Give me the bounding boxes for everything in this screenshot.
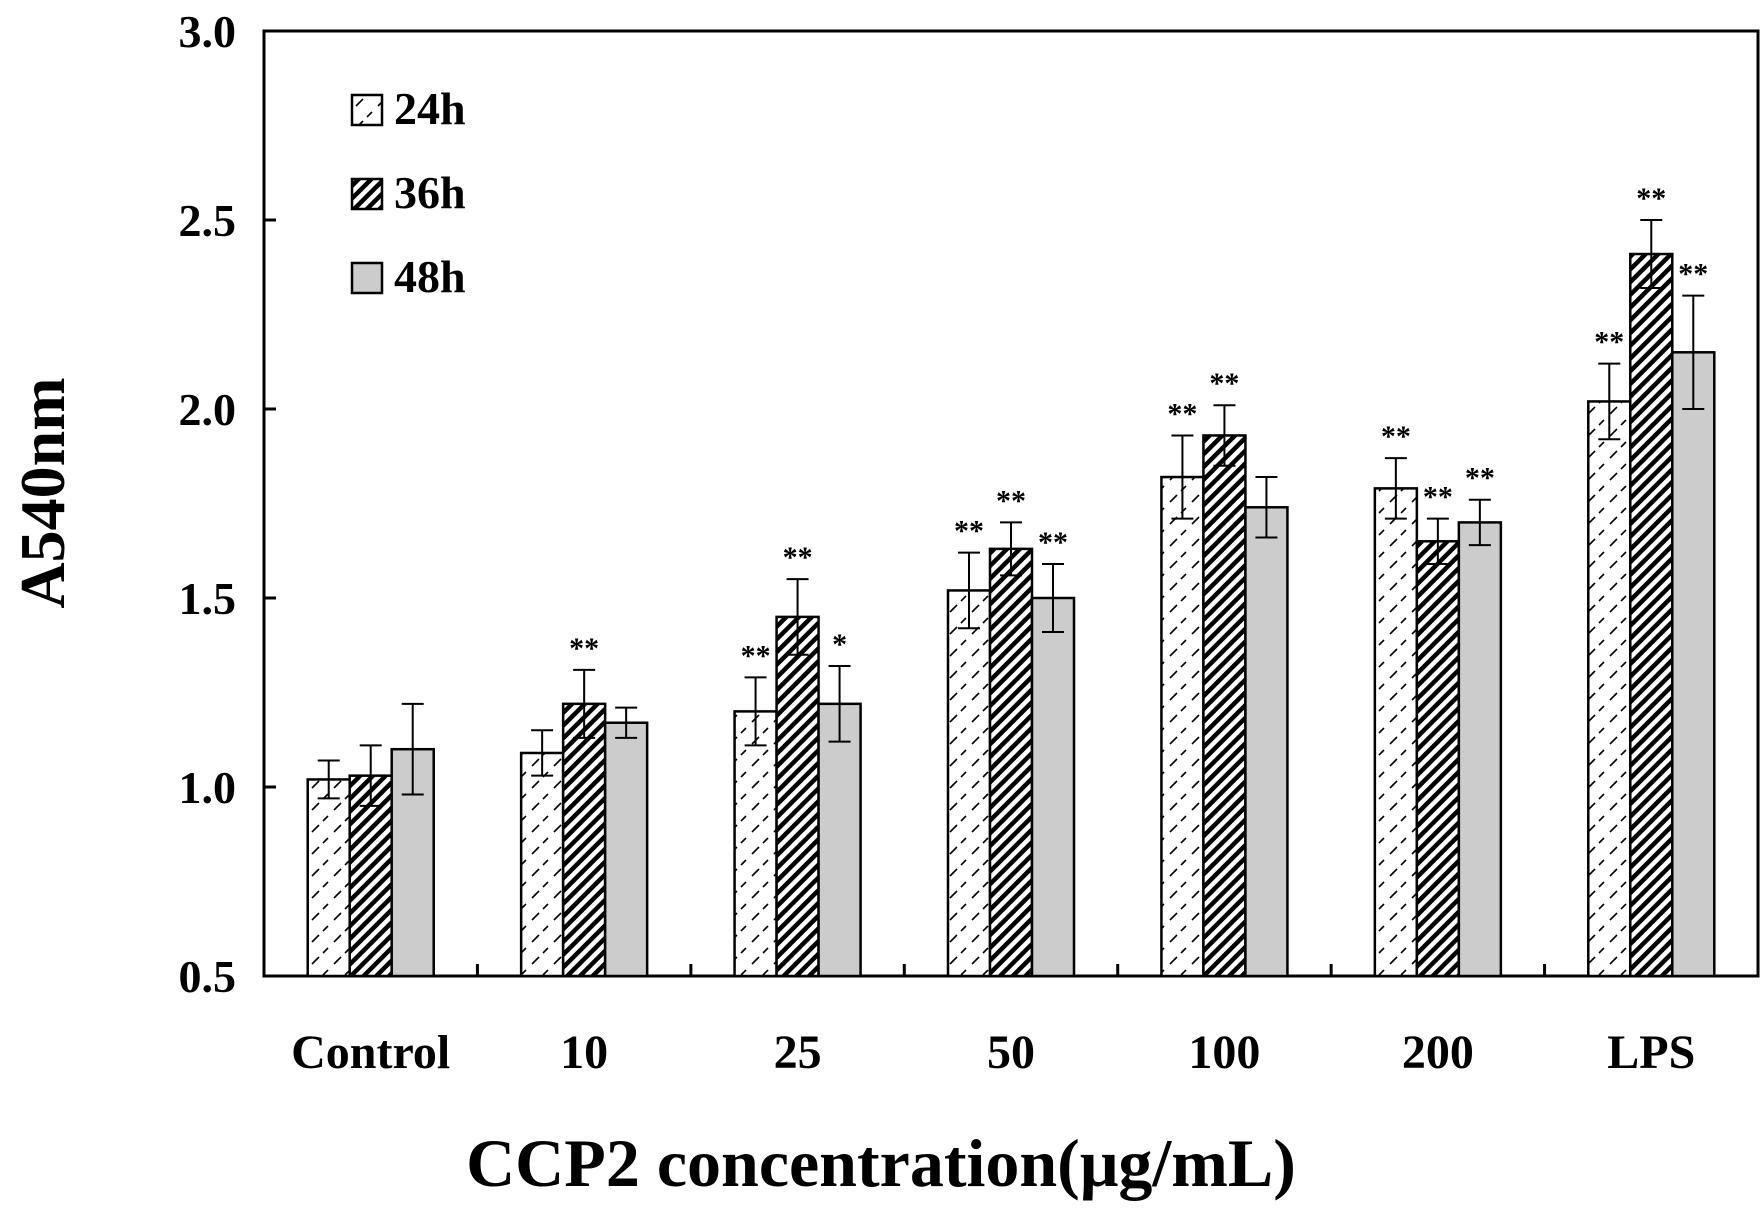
x-tick-label: 25 xyxy=(774,1026,822,1079)
significance-label: ** xyxy=(1636,182,1666,215)
y-axis-title: A540nm xyxy=(7,377,78,608)
significance-label: ** xyxy=(1423,481,1453,514)
legend-label: 24h xyxy=(394,83,466,134)
bar-48h xyxy=(603,721,649,978)
significance-label: ** xyxy=(1381,420,1411,453)
legend-label: 48h xyxy=(394,251,466,302)
significance-label: ** xyxy=(569,632,599,665)
bar-36h xyxy=(561,702,607,978)
bar-24h xyxy=(306,778,351,978)
bar-24h xyxy=(1587,400,1632,978)
y-tick-label: 0.5 xyxy=(179,951,237,1002)
bar-36h xyxy=(1415,540,1461,978)
significance-label: ** xyxy=(1594,326,1624,359)
significance-label: ** xyxy=(741,639,771,672)
bar-36h xyxy=(1629,252,1674,978)
bar-24h xyxy=(1373,487,1419,978)
x-tick-label: LPS xyxy=(1607,1026,1695,1079)
legend-swatch-48h xyxy=(350,261,384,295)
x-tick-label: 10 xyxy=(560,1026,608,1079)
y-tick-label: 2.0 xyxy=(179,384,237,435)
significance-label: ** xyxy=(1465,462,1495,495)
bar-48h xyxy=(1671,351,1716,978)
legend-swatch-36h xyxy=(350,177,384,211)
x-tick-label: Control xyxy=(291,1026,450,1079)
significance-label: ** xyxy=(996,484,1026,517)
significance-label: ** xyxy=(1167,397,1197,430)
legend-swatch-24h xyxy=(350,93,384,127)
y-tick-label: 3.0 xyxy=(179,6,237,57)
significance-label: ** xyxy=(1678,258,1708,291)
bar-36h xyxy=(988,547,1034,978)
significance-label: ** xyxy=(954,515,984,548)
bar-24h xyxy=(1160,475,1205,978)
bar-24h xyxy=(519,751,565,978)
y-tick-label: 1.0 xyxy=(179,762,237,813)
y-tick-label: 1.5 xyxy=(179,573,237,624)
y-tick-label: 2.5 xyxy=(179,195,237,246)
bar-48h xyxy=(1244,506,1289,978)
x-tick-label: 100 xyxy=(1188,1026,1260,1079)
legend-label: 36h xyxy=(394,167,466,218)
significance-label: * xyxy=(832,628,847,661)
bar-24h xyxy=(733,710,778,978)
significance-label: ** xyxy=(1038,526,1068,559)
bar-24h xyxy=(946,589,992,978)
bar-48h xyxy=(1457,521,1503,978)
bar-48h xyxy=(817,702,862,978)
significance-label: ** xyxy=(783,541,813,574)
x-tick-label: 50 xyxy=(987,1026,1035,1079)
x-axis-title: CCP2 concentration(μg/mL) xyxy=(466,1125,1296,1201)
significance-label: ** xyxy=(1209,367,1239,400)
bar-48h xyxy=(1030,596,1076,978)
bar-36h xyxy=(775,615,820,978)
x-tick-label: 200 xyxy=(1402,1026,1474,1079)
bar-36h xyxy=(1202,434,1247,978)
